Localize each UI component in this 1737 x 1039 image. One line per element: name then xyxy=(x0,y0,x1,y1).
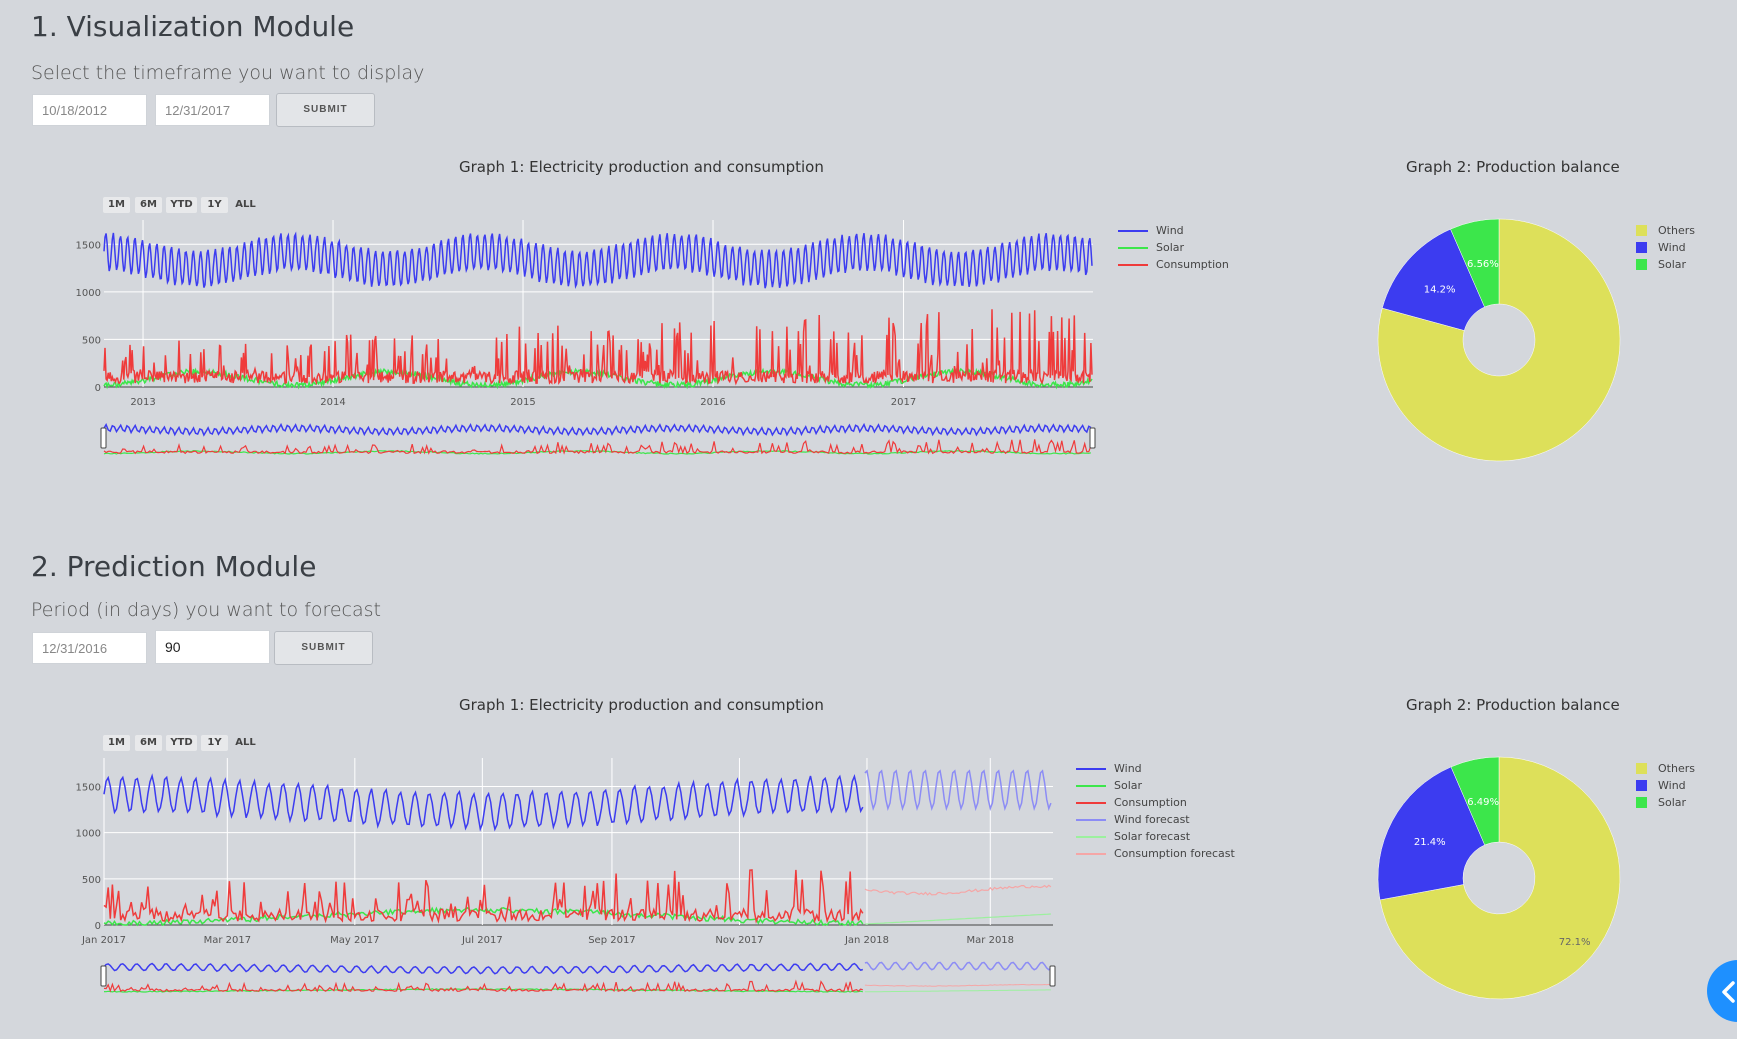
series-line-solar-forecast xyxy=(864,913,1051,925)
range-slider[interactable] xyxy=(100,422,1096,455)
x-tick-label: Sep 2017 xyxy=(588,935,635,946)
series-line-wind xyxy=(103,773,864,832)
series-line-solar xyxy=(103,366,1093,390)
chart-legend: Wind Solar Consumption Wind forecast Sol… xyxy=(1076,760,1235,862)
range-1m-button[interactable]: 1M xyxy=(103,735,130,751)
y-tick-label: 1500 xyxy=(76,240,101,251)
pie-label: 21.4% xyxy=(1414,837,1446,848)
pie-chart-title: Graph 2: Production balance xyxy=(1406,696,1620,714)
y-tick-label: 1500 xyxy=(76,782,101,793)
pie-label: 72.1% xyxy=(1559,937,1591,948)
series-line-consumption xyxy=(103,869,864,924)
legend-item-wind-forecast[interactable]: Wind forecast xyxy=(1076,811,1235,828)
module-title: 1. Visualization Module xyxy=(31,10,355,43)
legend-item-others[interactable]: Others xyxy=(1636,760,1695,777)
legend-item-wind[interactable]: Wind xyxy=(1076,760,1235,777)
pie-chart-title: Graph 2: Production balance xyxy=(1406,158,1620,176)
start-date-input[interactable] xyxy=(32,94,147,126)
series-line-wind xyxy=(103,231,1093,290)
pie-label: 6.56% xyxy=(1467,259,1499,270)
x-tick-label: 2016 xyxy=(700,397,725,408)
x-tick-label: 2013 xyxy=(130,397,155,408)
forecast-line-chart[interactable]: 0 500 1000 1500 Jan 2017 Mar 2017 May 2017 Jul … xyxy=(70,758,1070,1008)
legend-item-solar[interactable]: Solar xyxy=(1076,777,1235,794)
range-ytd-button[interactable]: YTD xyxy=(166,197,197,213)
forecast-start-date-input[interactable] xyxy=(32,632,147,664)
series-line-wind-forecast xyxy=(864,769,1052,812)
y-tick-label: 500 xyxy=(82,875,101,886)
legend-item-solar[interactable]: Solar xyxy=(1118,239,1229,256)
module-title: 2. Prediction Module xyxy=(31,550,317,583)
pie-label: 14.2% xyxy=(1424,285,1456,296)
donut-chart[interactable]: 14.2% 6.56% xyxy=(1360,210,1660,470)
range-handle-left[interactable] xyxy=(100,965,107,987)
submit-button[interactable]: SUBMIT xyxy=(274,631,373,665)
x-tick-label: 2015 xyxy=(510,397,535,408)
pie-slice-solar[interactable] xyxy=(1450,218,1500,308)
submit-button[interactable]: SUBMIT xyxy=(276,93,375,127)
x-tick-label: Mar 2018 xyxy=(967,935,1015,946)
x-tick-label: Nov 2017 xyxy=(715,935,763,946)
series-line-solar xyxy=(103,906,864,927)
range-1m-button[interactable]: 1M xyxy=(103,197,130,213)
range-ytd-button[interactable]: YTD xyxy=(166,735,197,751)
module-subtitle: Select the timeframe you want to display xyxy=(31,62,425,84)
x-tick-label: Mar 2017 xyxy=(204,935,252,946)
range-1y-button[interactable]: 1Y xyxy=(201,735,228,751)
legend-item-consumption-forecast[interactable]: Consumption forecast xyxy=(1076,845,1235,862)
range-all-button[interactable]: ALL xyxy=(235,737,256,748)
range-all-button[interactable]: ALL xyxy=(235,199,256,210)
x-tick-label: Jan 2017 xyxy=(81,935,126,946)
pie-label: 6.49% xyxy=(1467,797,1499,808)
pie-slice-others[interactable] xyxy=(1379,756,1621,1000)
legend-item-others[interactable]: Others xyxy=(1636,222,1695,239)
pie-legend: Others Wind Solar xyxy=(1636,760,1695,811)
legend-item-solar[interactable]: Solar xyxy=(1636,256,1695,273)
legend-item-solar-forecast[interactable]: Solar forecast xyxy=(1076,828,1235,845)
pie-slice-wind[interactable] xyxy=(1377,766,1486,901)
pie-slice-others[interactable] xyxy=(1377,218,1621,462)
x-tick-label: 2017 xyxy=(891,397,916,408)
y-tick-label: 0 xyxy=(95,921,101,932)
range-slider[interactable] xyxy=(100,961,1056,993)
range-handle-left[interactable] xyxy=(100,427,107,449)
legend-item-consumption[interactable]: Consumption xyxy=(1076,794,1235,811)
range-1y-button[interactable]: 1Y xyxy=(201,197,228,213)
legend-item-solar[interactable]: Solar xyxy=(1636,794,1695,811)
range-handle-right[interactable] xyxy=(1049,965,1056,987)
legend-item-wind[interactable]: Wind xyxy=(1118,222,1229,239)
prediction-module: 2. Prediction Module Period (in days) yo… xyxy=(0,538,1737,1039)
y-tick-label: 1000 xyxy=(76,829,101,840)
end-date-input[interactable] xyxy=(155,94,270,126)
y-tick-label: 0 xyxy=(95,383,101,394)
series-line-consumption xyxy=(103,309,1093,386)
forecast-days-input[interactable] xyxy=(155,630,270,664)
y-tick-label: 1000 xyxy=(76,288,101,299)
x-tick-label: Jan 2018 xyxy=(844,935,889,946)
series-line-consumption-forecast xyxy=(864,884,1052,896)
range-6m-button[interactable]: 6M xyxy=(135,735,162,751)
donut-chart[interactable]: 72.1% 21.4% 6.49% xyxy=(1360,748,1660,1008)
x-tick-label: May 2017 xyxy=(330,935,379,946)
pie-legend: Others Wind Solar xyxy=(1636,222,1695,273)
range-handle-right[interactable] xyxy=(1089,427,1096,449)
chart-title: Graph 1: Electricity production and cons… xyxy=(459,696,824,714)
module-subtitle: Period (in days) you want to forecast xyxy=(31,599,381,621)
y-tick-label: 500 xyxy=(82,335,101,346)
chevron-left-icon xyxy=(1722,981,1735,1003)
x-tick-label: Jul 2017 xyxy=(461,935,503,946)
legend-item-wind[interactable]: Wind xyxy=(1636,777,1695,794)
line-chart[interactable]: 0 500 1000 1500 2013 2014 2015 2016 2017 xyxy=(70,220,1110,470)
x-tick-label: 2014 xyxy=(320,397,345,408)
chart-title: Graph 1: Electricity production and cons… xyxy=(459,158,824,176)
legend-item-wind[interactable]: Wind xyxy=(1636,239,1695,256)
legend-item-consumption[interactable]: Consumption xyxy=(1118,256,1229,273)
pie-slice-wind[interactable] xyxy=(1381,228,1485,331)
chart-legend: Wind Solar Consumption xyxy=(1118,222,1229,273)
range-6m-button[interactable]: 6M xyxy=(135,197,162,213)
visualization-module: 1. Visualization Module Select the timef… xyxy=(31,10,1695,470)
pie-slice-solar[interactable] xyxy=(1450,756,1500,846)
